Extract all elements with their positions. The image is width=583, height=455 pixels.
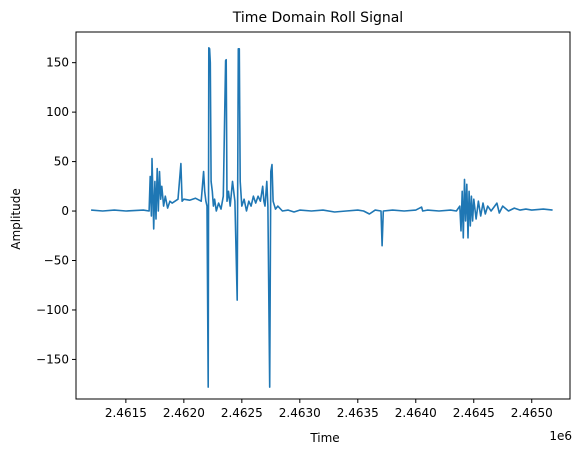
chart-title: Time Domain Roll Signal <box>232 10 403 26</box>
y-axis-ticks: −150 −100 −50 0 50 100 150 <box>36 56 76 366</box>
x-tick-label: 2.4635 <box>337 406 379 420</box>
x-tick-label: 2.4640 <box>395 406 437 420</box>
series-line-0 <box>91 47 553 388</box>
x-tick-label: 2.4615 <box>105 406 147 420</box>
x-tick-label: 2.4620 <box>163 406 205 420</box>
y-tick-label: 100 <box>46 105 69 119</box>
plot-area-frame <box>75 31 571 400</box>
x-tick-label: 2.4650 <box>511 406 553 420</box>
plot-series <box>91 47 553 388</box>
y-tick-label: −100 <box>36 303 69 317</box>
x-tick-label: 2.4625 <box>221 406 263 420</box>
x-tick-label: 2.4630 <box>279 406 321 420</box>
y-axis-label: Amplitude <box>9 188 23 250</box>
y-tick-label: 50 <box>54 155 69 169</box>
x-tick-label: 2.4645 <box>453 406 495 420</box>
x-axis-label: Time <box>309 431 339 445</box>
x-axis-offset-label: 1e6 <box>549 429 572 443</box>
y-tick-label: −50 <box>44 254 69 268</box>
y-tick-label: 0 <box>61 204 69 218</box>
x-axis-ticks: 2.4615 2.4620 2.4625 2.4630 2.4635 2.4640 2.46… <box>105 399 553 420</box>
y-tick-label: −150 <box>36 352 69 366</box>
y-tick-label: 150 <box>46 56 69 70</box>
